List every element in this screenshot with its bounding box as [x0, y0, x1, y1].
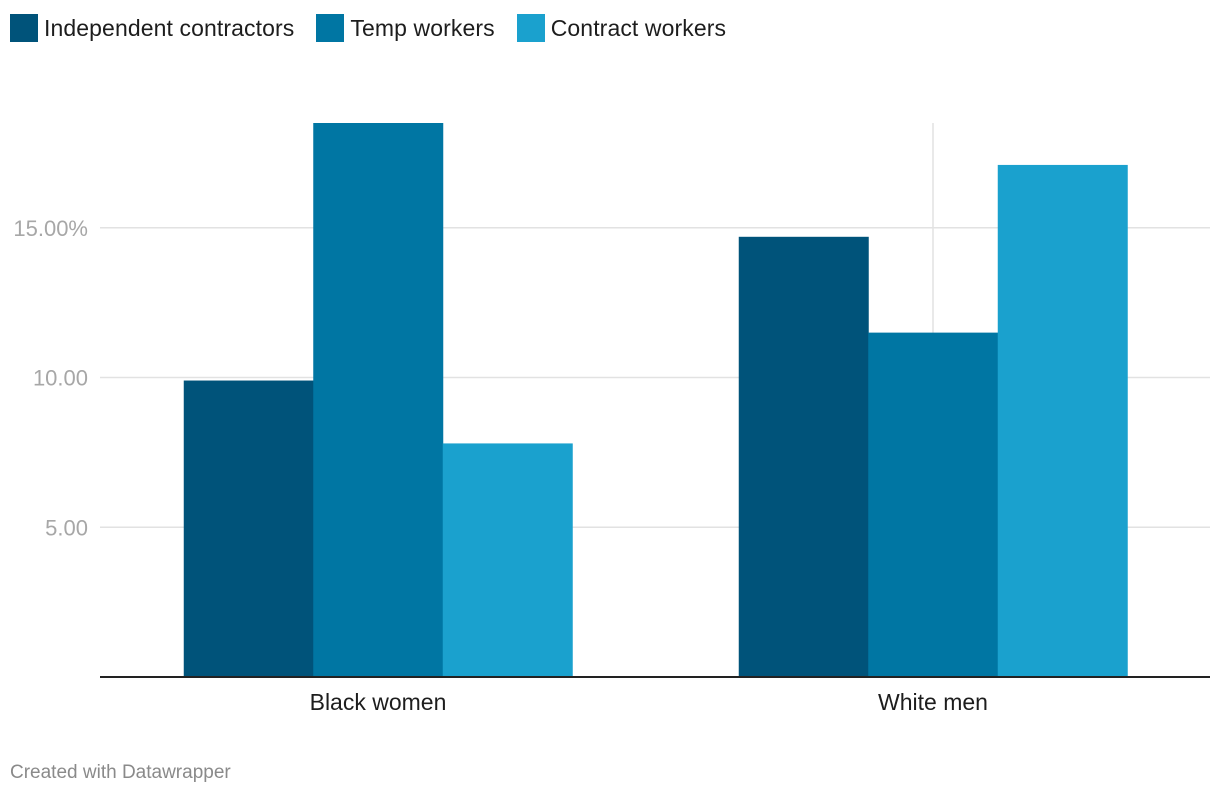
bar-black-women-independent-contractors: [183, 380, 314, 677]
legend-label-temp-workers: Temp workers: [350, 14, 495, 41]
y-tick-labels: 5.00 10.00 15.00%: [13, 216, 88, 540]
x-tick-labels: Black women White men: [310, 689, 988, 715]
legend-swatch-temp-workers: [316, 14, 345, 42]
y-tick-label: 15.00%: [13, 216, 88, 241]
bar-black-women-temp-workers: [313, 123, 444, 677]
legend-item-independent-contractors: Independent contractors: [10, 14, 294, 42]
bars: [100, 123, 1210, 678]
legend-label-contract-workers: Contract workers: [550, 14, 727, 41]
x-tick-label: Black women: [310, 689, 447, 715]
bar-white-men-temp-workers: [868, 332, 999, 677]
legend-label-independent-contractors: Independent contractors: [44, 14, 295, 41]
legend-swatch-independent-contractors: [10, 14, 38, 42]
y-tick-label: 5.00: [45, 515, 88, 540]
legend-item-contract-workers: Contract workers: [516, 14, 727, 42]
x-tick-label: White men: [878, 689, 988, 715]
legend-item-temp-workers: Temp workers: [316, 14, 495, 42]
bar-white-men-independent-contractors: [738, 236, 869, 677]
footer-credit: Created with Datawrapper: [10, 762, 231, 783]
bar-white-men-contract-workers: [997, 164, 1128, 678]
bar-black-women-contract-workers: [442, 443, 573, 677]
legend-swatch-contract-workers: [516, 14, 545, 42]
bar-chart: 5.00 10.00 15.00% Black women White men: [13, 123, 1210, 715]
legend: Independent contractors Temp workers Con…: [10, 12, 748, 44]
y-tick-label: 10.00: [33, 366, 88, 391]
